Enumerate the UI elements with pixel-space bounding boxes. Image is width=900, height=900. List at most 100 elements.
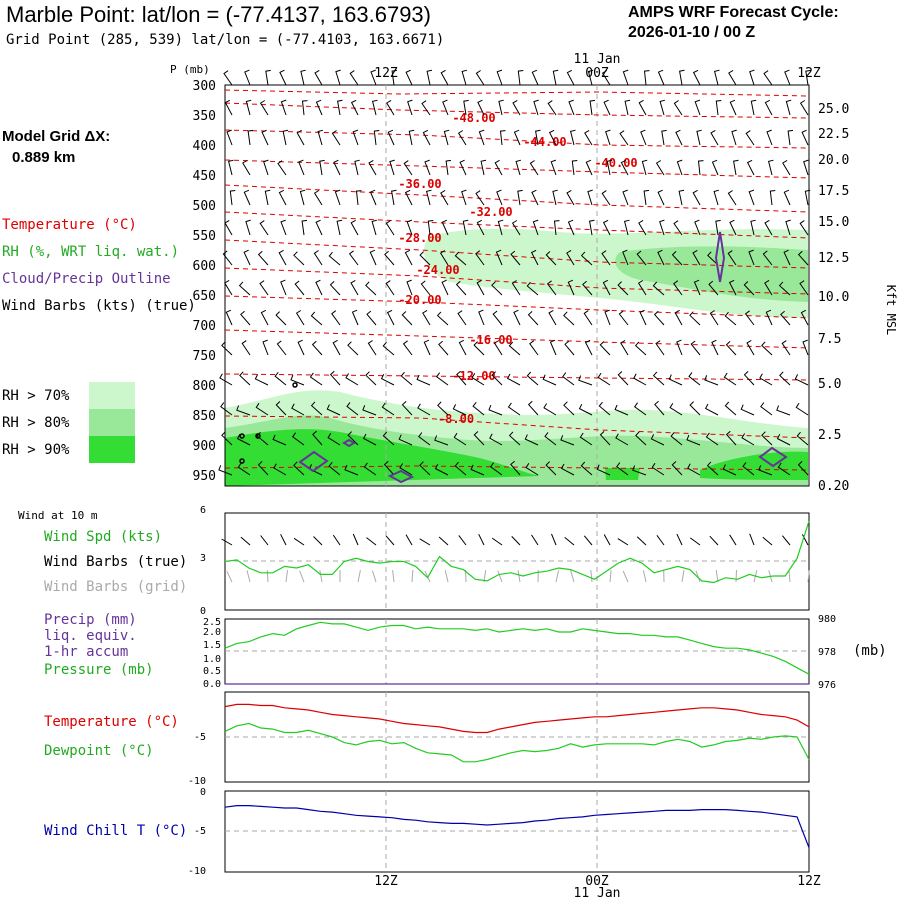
wind-barb — [690, 340, 701, 356]
cloud-outline-1 — [714, 231, 726, 283]
wind-barb — [569, 129, 576, 146]
wind-barb — [674, 309, 683, 326]
wind-barb — [634, 341, 647, 356]
wind-barb — [299, 189, 306, 206]
wind-barb — [580, 461, 593, 476]
wind-barb — [454, 251, 467, 266]
wind-barb — [255, 402, 269, 416]
wind-barb — [548, 129, 557, 146]
wind-barb — [445, 159, 452, 176]
wind-barb — [384, 250, 395, 266]
wind-barb — [602, 279, 611, 296]
wind-barb — [272, 434, 287, 446]
wind-chill-line — [224, 805, 810, 848]
wind-barb — [369, 249, 377, 266]
wind-barb — [457, 130, 467, 146]
wind-barb — [744, 310, 755, 326]
isotherm-line — [224, 267, 810, 295]
wind-barb — [655, 160, 665, 176]
isotherm-line — [224, 465, 810, 471]
wind-barb — [781, 340, 791, 356]
wind-barb — [802, 339, 809, 356]
wind-barb — [704, 375, 719, 386]
wind-barb — [527, 311, 539, 326]
wind-barb — [633, 373, 647, 386]
time-series-lines — [224, 520, 810, 848]
wind-barb — [237, 462, 251, 476]
wind-barb — [317, 129, 324, 146]
wind-barb — [729, 219, 737, 236]
wind-barb — [780, 310, 791, 326]
wind-barb — [352, 129, 359, 146]
wind-barb — [795, 402, 809, 416]
wind-barb — [475, 250, 485, 266]
wind-barb — [639, 309, 647, 326]
surface-wind-barb-true — [332, 534, 341, 546]
wind-barb — [346, 402, 359, 416]
height-tick: 22.5 — [818, 127, 849, 142]
model-grid-label: Model Grid ΔX: — [2, 128, 111, 145]
pressure-tick: 350 — [193, 109, 216, 124]
wind-barb — [799, 280, 809, 296]
legend-cloud: Cloud/Precip Outline — [2, 271, 171, 287]
wind-barb — [453, 432, 467, 446]
isotherm-line — [224, 295, 810, 319]
wind-barb — [277, 160, 287, 176]
wind-barb — [713, 189, 720, 206]
wind-barb — [563, 311, 575, 326]
wind-barb — [480, 159, 487, 176]
wind-barb — [794, 374, 809, 386]
wind-barb — [805, 69, 811, 86]
wind-barb — [602, 219, 611, 236]
legend-rh80: RH > 80% — [2, 415, 70, 431]
surface-wind-barb-true — [564, 537, 575, 546]
wind-barb — [300, 69, 306, 86]
wind-barb — [766, 129, 773, 146]
wind-barb — [787, 129, 794, 146]
wind-barb — [436, 372, 449, 386]
surface-wind-barb-true — [583, 535, 593, 546]
wind-barb — [280, 279, 287, 296]
isotherm-line — [224, 239, 810, 269]
wind-barb — [617, 371, 629, 386]
wind-barb — [345, 373, 359, 386]
rh90-region-right — [700, 451, 808, 480]
model-grid-value: 0.889 km — [12, 149, 76, 166]
wind-barb — [478, 309, 485, 326]
wind-barb — [401, 401, 413, 416]
wind-barb — [579, 432, 593, 446]
wind-barb — [533, 99, 539, 116]
wind-barb — [553, 220, 560, 236]
wind-barb — [274, 371, 287, 386]
wind-barb — [362, 405, 377, 416]
wind-barb — [440, 69, 449, 86]
wind-barb — [441, 279, 449, 296]
wind-barb — [622, 249, 629, 266]
wind-barb — [746, 339, 755, 356]
legend-precip-accum: 1-hr accum — [44, 644, 129, 660]
wind-barb — [763, 70, 773, 86]
surface-wind-barb-true — [280, 534, 287, 546]
pressure-tick: 550 — [193, 229, 216, 244]
wind-barb — [764, 219, 773, 236]
wind-barb — [476, 279, 485, 296]
wind-barb — [508, 431, 521, 446]
wind-barb — [282, 129, 289, 146]
wind-barb — [442, 99, 449, 116]
wind-barb — [525, 463, 539, 476]
wind-barb — [750, 99, 757, 116]
surface-wind-barb-true — [352, 533, 359, 546]
wind-barb — [438, 340, 449, 356]
surface-wind-barb-true — [405, 534, 413, 546]
wind-barb — [724, 311, 737, 326]
wind-barb — [242, 159, 251, 176]
wind-speed-line — [224, 520, 810, 584]
wind-barb — [601, 250, 611, 266]
wind-barb — [508, 341, 521, 356]
wind-barb — [620, 159, 629, 176]
surface-wind-barb-true — [385, 535, 395, 546]
wind-barb — [776, 405, 791, 416]
cloud-outline-9 — [239, 458, 245, 464]
wind-barb — [423, 339, 431, 356]
wind-barb — [259, 220, 269, 236]
